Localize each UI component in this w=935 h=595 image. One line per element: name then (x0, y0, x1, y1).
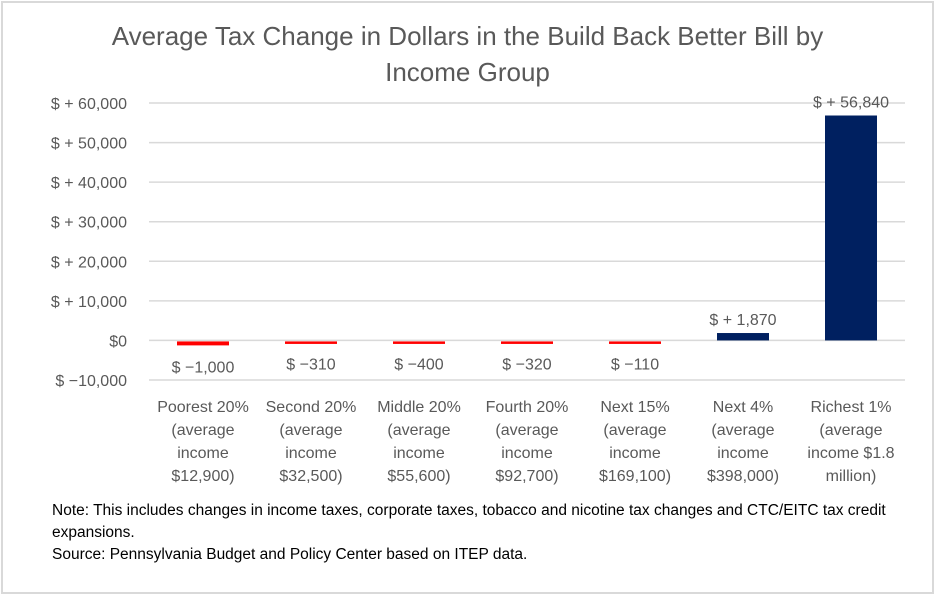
x-tick-label-line: $398,000) (707, 468, 779, 485)
y-tick-label: $ + 60,000 (51, 96, 127, 113)
chart-title: Average Tax Change in Dollars in the Bui… (0, 18, 935, 90)
bar (825, 115, 877, 341)
data-label: $ −1,000 (172, 359, 235, 376)
x-tick-label: Second 20% (average income $32,500) (266, 399, 357, 485)
data-label: $ + 1,870 (709, 312, 776, 329)
x-tick-label-line: income (501, 445, 553, 462)
data-label: $ −310 (286, 356, 335, 373)
y-tick-label: $ + 40,000 (51, 175, 127, 192)
note-text: Note: This includes changes in income ta… (52, 502, 886, 541)
y-tick-label: $ + 30,000 (51, 215, 127, 232)
x-tick-label-line: income (717, 445, 769, 462)
x-tick-label-line: (average (495, 422, 558, 439)
x-tick-label-line: income (609, 445, 661, 462)
bar (609, 341, 661, 344)
x-tick-label-line: Next 15% (600, 399, 669, 416)
x-tick-label: Next 15% (average income $169,100) (599, 399, 671, 485)
bar (501, 341, 553, 344)
chart-title-line-2: Income Group (385, 57, 550, 87)
x-tick-label-line: $55,600) (387, 468, 450, 485)
x-tick-label-line: Next 4% (713, 399, 773, 416)
x-tick-label: Middle 20% (average income $55,600) (377, 399, 461, 485)
x-tick-label-line: income (285, 445, 337, 462)
y-tick-label: $0 (109, 333, 127, 350)
chart-notes: Note: This includes changes in income ta… (52, 500, 912, 566)
y-tick-label: $ −10,000 (55, 373, 127, 390)
x-tick-label-line: Middle 20% (377, 399, 461, 416)
x-tick-label: Next 4% (average income $398,000) (707, 399, 779, 485)
bar (285, 341, 337, 344)
y-tick-label: $ + 50,000 (51, 136, 127, 153)
x-tick-label: Poorest 20% (average income $12,900) (157, 399, 249, 485)
data-label: $ −110 (611, 356, 659, 373)
data-label: $ −320 (502, 356, 551, 373)
bar (177, 341, 229, 346)
x-tick-label-line: (average (711, 422, 774, 439)
x-tick-label-line: $169,100) (599, 468, 671, 485)
x-tick-label-line: (average (819, 422, 882, 439)
y-tick-label: $ + 20,000 (51, 254, 127, 271)
x-tick-label: Fourth 20% (average income $92,700) (486, 399, 569, 485)
x-tick-label-line: Second 20% (266, 399, 357, 416)
data-label: $ −400 (394, 356, 443, 373)
x-tick-label-line: $92,700) (495, 468, 558, 485)
x-tick-label-line: million) (826, 468, 877, 485)
bar (393, 341, 445, 344)
x-tick-label-line: Richest 1% (811, 399, 892, 416)
x-tick-label-line: (average (171, 422, 234, 439)
x-tick-label-line: (average (387, 422, 450, 439)
x-tick-label-line: income (177, 445, 229, 462)
x-tick-label: Richest 1% (average income $1.8 million) (807, 399, 894, 485)
bar (717, 333, 769, 341)
x-tick-label-line: Poorest 20% (157, 399, 249, 416)
x-tick-label-line: income $1.8 (807, 445, 894, 462)
x-tick-label-line: Fourth 20% (486, 399, 569, 416)
x-tick-label-line: (average (603, 422, 666, 439)
x-tick-label-line: $12,900) (171, 468, 234, 485)
data-label: $ + 56,840 (813, 95, 889, 112)
x-tick-label-line: income (393, 445, 445, 462)
chart-title-line-1: Average Tax Change in Dollars in the Bui… (111, 21, 824, 51)
y-tick-label: $ + 10,000 (51, 294, 127, 311)
x-tick-label-line: $32,500) (279, 468, 342, 485)
source-text: Source: Pennsylvania Budget and Policy C… (52, 546, 528, 563)
x-tick-label-line: (average (279, 422, 342, 439)
